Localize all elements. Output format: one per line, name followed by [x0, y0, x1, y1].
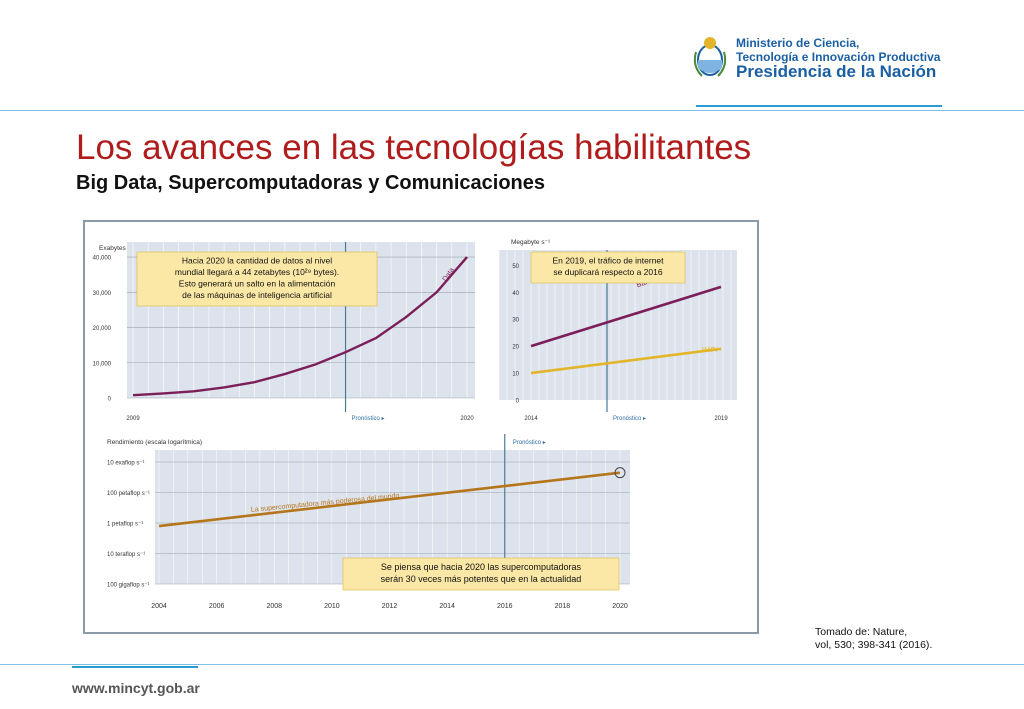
chart1-note-box: [136, 251, 378, 307]
logo-line-2: Tecnología e Innovación Productiva: [736, 50, 941, 64]
chart1-y-tick: 40,000: [93, 256, 112, 262]
chart3-x-tick: 2006: [209, 603, 225, 610]
footer-url[interactable]: www.mincyt.gob.ar: [72, 680, 200, 696]
chart3-x-tick: 2012: [382, 603, 398, 610]
chart2-series-line: [530, 285, 722, 348]
chart1-ylabel: Exabytes: [99, 245, 126, 252]
chart1-data-line: [132, 256, 468, 397]
page-subtitle: Big Data, Supercomputadoras y Comunicaci…: [76, 172, 545, 194]
chart2-series-label: WiFi: [702, 345, 717, 354]
chart1-x-tick: 2020: [460, 416, 474, 422]
chart2-series-line: [530, 347, 722, 375]
charts-svg: 0 10,000 20,000 30,000 40,000 Exabytes Pronóst…: [93, 239, 740, 610]
ministry-logo: Ministerio de Ciencia, Tecnología e Inno…: [692, 30, 952, 90]
chart3-x-tick: 2008: [266, 603, 282, 610]
chart1-forecast-label: Pronóstico ▸: [352, 416, 385, 422]
chart1-y-tick: 10,000: [93, 361, 112, 367]
chart1-y-tick: 0: [108, 397, 112, 403]
chart2-y-tick: 50: [512, 264, 519, 270]
chart3-x-tick: 2014: [439, 603, 455, 610]
source-citation: Tomado de: Nature, vol, 530; 398-341 (20…: [815, 626, 932, 652]
chart2-x-tick: 2019: [714, 416, 728, 422]
chart2-y-tick: 40: [512, 291, 519, 297]
chart3-x-tick: 2018: [555, 603, 571, 610]
logo-line-1: Ministerio de Ciencia,: [736, 36, 860, 50]
chart1-y-tick: 30,000: [93, 291, 112, 297]
chart3-end-marker: [614, 467, 626, 479]
chart3-forecast-label: Pronóstico ▸: [513, 440, 546, 446]
chart1-note-line: mundial llegará a 44 zetabytes (10²⁹ byt…: [175, 267, 339, 277]
chart2-note-line: se duplicará respecto a 2016: [553, 267, 662, 277]
chart1-note-line: Esto generará un salto en la alimentació…: [179, 279, 336, 289]
footer-rule: [0, 664, 1024, 665]
chart3-note-line: serán 30 veces más potentes que en la ac…: [381, 574, 582, 584]
chart2-x-tick: 2014: [524, 416, 538, 422]
chart2-y-tick: 20: [512, 345, 519, 351]
chart3-x-tick: 2020: [612, 603, 628, 610]
chart3-note-box: [342, 557, 620, 591]
chart2-y-tick: 30: [512, 318, 519, 324]
source-line-2: vol, 530; 398-341 (2016).: [815, 639, 933, 651]
chart3-x-tick: 2010: [324, 603, 340, 610]
chart1-note-line: de las máquinas de inteligencia artifici…: [182, 290, 332, 300]
logo-line-3: Presidencia de la Nación: [736, 62, 937, 81]
chart3-x-tick: 2004: [151, 603, 167, 610]
chart3-y-tick: 10 exaflop s⁻¹: [107, 461, 145, 467]
logo-underline: [696, 105, 942, 107]
chart3-note-line: Se piensa que hacia 2020 las supercomput…: [381, 562, 582, 572]
footer-accent: [72, 666, 198, 668]
argentina-coat-of-arms-icon: [693, 37, 727, 77]
charts-panel: 0 10,000 20,000 30,000 40,000 Exabytes Pronóst…: [83, 220, 759, 634]
chart1-x-tick: 2009: [126, 416, 140, 422]
source-line-1: Tomado de: Nature,: [815, 626, 908, 638]
chart2-y-tick: 0: [516, 399, 520, 405]
chart3-data-line: [158, 471, 621, 528]
chart3-x-tick: 2016: [497, 603, 513, 610]
chart1-y-tick: 20,000: [93, 326, 112, 332]
chart3-y-tick: 10 teraflop s⁻¹: [107, 552, 145, 558]
chart3-y-tick: 100 petaflop s⁻¹: [107, 491, 150, 497]
chart3-ylabel: Rendimiento (escala logarítmica): [107, 439, 202, 446]
chart2-y-tick: 10: [512, 372, 519, 378]
chart2-ylabel: Megabyte s⁻¹: [511, 239, 551, 246]
chart3-y-tick: 1 petaflop s⁻¹: [107, 522, 143, 528]
chart2-forecast-label: Pronóstico ▸: [613, 416, 646, 422]
chart3-y-tick: 100 gigaflop s⁻¹: [107, 583, 150, 589]
chart2-note-box: [530, 251, 686, 284]
chart1-note-line: Hacia 2020 la cantidad de datos al nivel: [182, 256, 332, 266]
page-title: Los avances en las tecnologías habilitan…: [76, 128, 752, 167]
header-rule: [0, 110, 1024, 111]
chart2-note-line: En 2019, el tráfico de internet: [552, 256, 664, 266]
